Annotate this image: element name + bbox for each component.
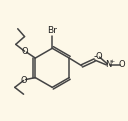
Text: +: + — [109, 59, 114, 64]
Text: O: O — [119, 60, 125, 69]
Text: N: N — [105, 60, 111, 69]
Text: O: O — [20, 76, 27, 85]
Text: Br: Br — [47, 26, 57, 35]
Text: -: - — [93, 51, 97, 61]
Text: O: O — [95, 52, 102, 61]
Text: O: O — [21, 47, 28, 56]
